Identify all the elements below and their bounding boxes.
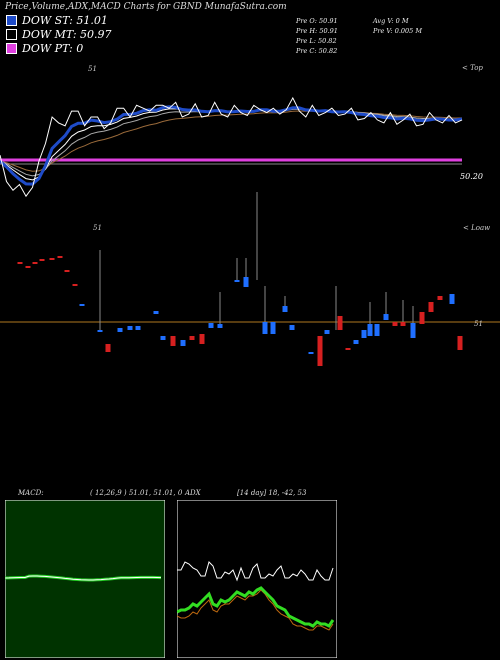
volume-candle bbox=[345, 348, 351, 350]
volume-candle bbox=[428, 302, 434, 312]
stat-high: Pre H: 50.91 bbox=[296, 27, 338, 35]
legend-dow-st: DOW ST: 51.01 bbox=[6, 14, 108, 27]
volume-candle bbox=[282, 306, 288, 312]
macd-panel bbox=[5, 500, 165, 658]
volume-candle bbox=[180, 340, 186, 346]
volume-candle bbox=[217, 324, 223, 328]
volume-candle bbox=[199, 334, 205, 344]
volume-candle bbox=[160, 336, 166, 340]
volume-candle bbox=[449, 294, 455, 304]
volume-candle bbox=[353, 340, 359, 344]
volume-candle bbox=[64, 270, 70, 272]
volume-candle bbox=[97, 330, 103, 332]
volume-candle bbox=[49, 258, 55, 260]
macd-line bbox=[5, 575, 162, 581]
adx-panel bbox=[177, 500, 337, 658]
volume-candle bbox=[270, 322, 276, 334]
volume-candle bbox=[189, 336, 195, 340]
volume-candle bbox=[437, 296, 443, 300]
volume-candle bbox=[392, 322, 398, 326]
volume-candle bbox=[374, 324, 380, 336]
volume-candle bbox=[72, 284, 78, 286]
volume-candle bbox=[32, 262, 38, 264]
legend-swatch-pt bbox=[6, 43, 17, 54]
volume-candle bbox=[383, 314, 389, 320]
top-right-label: < Top bbox=[462, 64, 483, 72]
volume-candle bbox=[25, 266, 31, 268]
volume-candle bbox=[127, 326, 133, 330]
volume-candle bbox=[337, 316, 343, 330]
stat-avg-vol: Avg V: 0 M bbox=[373, 17, 409, 25]
stat-open: Pre O: 50.91 bbox=[296, 17, 338, 25]
volume-candle bbox=[410, 323, 416, 338]
macd-label: MACD: bbox=[18, 489, 44, 497]
adx-di-minus-line bbox=[177, 589, 334, 631]
stat-vol: Pre V: 0.005 M bbox=[373, 27, 423, 35]
volume-candle bbox=[105, 344, 111, 352]
volume-candle bbox=[234, 280, 240, 282]
adx-params: [14 day] 18, -42, 53 bbox=[237, 489, 307, 497]
legend-dow-pt: DOW PT: 0 bbox=[6, 42, 83, 55]
volume-candle bbox=[262, 322, 268, 334]
volume-candle bbox=[400, 322, 406, 326]
legend-swatch-st bbox=[6, 15, 17, 26]
legend-dow-st-label: DOW ST: 51.01 bbox=[22, 14, 108, 27]
vol-marker: 51 bbox=[93, 224, 102, 232]
volume-candle bbox=[308, 352, 314, 354]
vol-right-label: < Loaw bbox=[463, 224, 491, 232]
chart-title: Price,Volume,ADX,MACD Charts for GBND Mu… bbox=[5, 2, 287, 12]
volume-candle bbox=[367, 324, 373, 336]
volume-candle bbox=[153, 311, 159, 314]
top-marker: 51 bbox=[88, 65, 97, 73]
volume-candle bbox=[39, 259, 45, 261]
volume-candle bbox=[57, 256, 63, 258]
volume-candle bbox=[289, 325, 295, 330]
volume-candle bbox=[79, 304, 85, 306]
price-close-line bbox=[0, 96, 463, 198]
volume-candle bbox=[317, 336, 323, 366]
volume-candle bbox=[361, 330, 367, 338]
ema-long-brown bbox=[0, 110, 463, 172]
volume-candle bbox=[135, 326, 141, 330]
legend-dow-pt-label: DOW PT: 0 bbox=[22, 42, 84, 55]
price-volume-chart bbox=[0, 96, 500, 366]
adx-label: ADX bbox=[185, 489, 201, 497]
vol-line-label: 51 bbox=[474, 320, 483, 328]
volume-candle bbox=[170, 336, 176, 346]
dow-st-line bbox=[0, 105, 463, 186]
legend-swatch-mt bbox=[6, 29, 17, 40]
adx-line bbox=[177, 561, 334, 582]
volume-candle bbox=[324, 330, 330, 334]
legend-dow-mt: DOW MT: 50.97 bbox=[6, 28, 112, 41]
stat-low: Pre L: 50.82 bbox=[296, 37, 337, 45]
volume-candle bbox=[419, 312, 425, 324]
legend-dow-mt-label: DOW MT: 50.97 bbox=[22, 28, 112, 41]
macd-params: ( 12,26,9 ) 51.01, 51.01, 0 bbox=[90, 489, 183, 497]
volume-candle bbox=[457, 336, 463, 350]
volume-candle bbox=[117, 328, 123, 332]
adx-background bbox=[177, 500, 337, 658]
volume-candle bbox=[208, 323, 214, 328]
adx-di-plus-line bbox=[177, 586, 335, 628]
last-price-label: 50.20 bbox=[460, 172, 483, 181]
volume-candle bbox=[17, 262, 23, 264]
volume-candle bbox=[243, 277, 249, 287]
stat-close: Pre C: 50.82 bbox=[296, 47, 338, 55]
